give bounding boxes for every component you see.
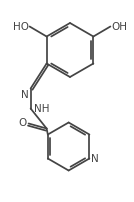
Text: N: N [21, 89, 29, 100]
Text: HO: HO [13, 21, 29, 32]
Text: NH: NH [34, 103, 49, 114]
Text: OH: OH [111, 21, 127, 32]
Text: O: O [18, 119, 27, 128]
Text: N: N [91, 154, 99, 163]
